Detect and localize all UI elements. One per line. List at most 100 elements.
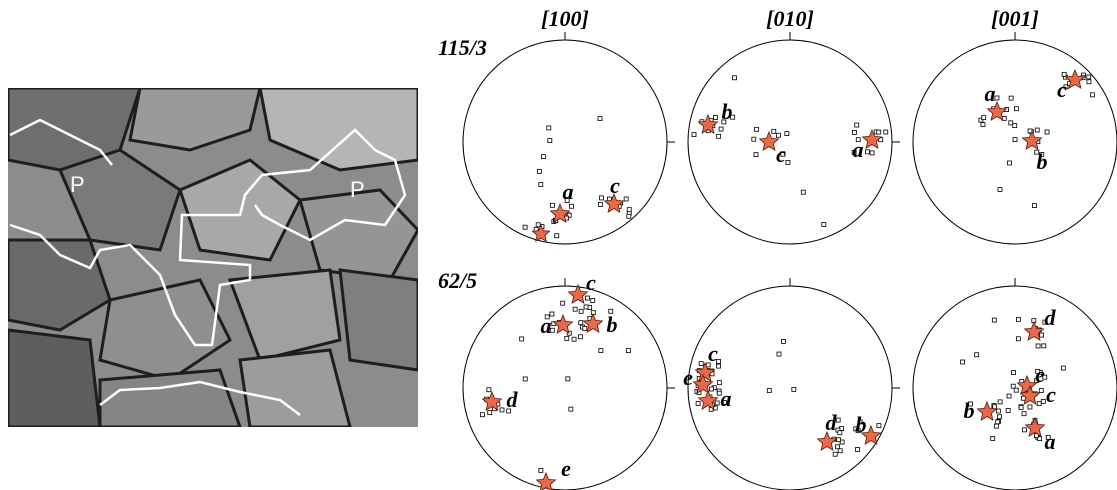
phase-label: P <box>350 177 365 202</box>
pole <box>767 389 771 393</box>
pole <box>1040 333 1044 337</box>
pole <box>733 76 737 80</box>
pole <box>710 387 714 391</box>
pole <box>838 431 842 435</box>
pole <box>523 377 527 381</box>
mean-orientation-star <box>483 392 502 410</box>
pole <box>1039 389 1043 393</box>
star-label: c <box>776 142 786 167</box>
pole <box>579 321 583 325</box>
pole <box>548 139 552 143</box>
pole <box>877 424 881 428</box>
pole <box>837 438 841 442</box>
pole <box>996 409 1000 413</box>
pole <box>1016 317 1020 321</box>
pole <box>488 411 492 415</box>
figure: P P [100][010][001]115/3acbcaacb62/5cabd… <box>0 0 1117 490</box>
star-label: d <box>826 410 838 435</box>
pole <box>624 197 628 201</box>
column-header: [010] <box>766 6 814 31</box>
pole <box>996 420 1000 424</box>
pole <box>569 407 573 411</box>
star-label: e <box>683 365 693 390</box>
pole <box>961 360 965 364</box>
pole <box>754 153 758 157</box>
pole <box>993 405 997 409</box>
pole <box>578 335 582 339</box>
pole <box>569 204 573 208</box>
pole <box>855 123 859 127</box>
pole <box>1022 412 1026 416</box>
pole <box>1041 399 1045 403</box>
pole <box>579 309 583 313</box>
pole <box>755 127 759 131</box>
pole <box>998 188 1002 192</box>
pole <box>838 449 842 453</box>
pole <box>772 129 776 133</box>
star-label: c <box>1046 382 1056 407</box>
pole <box>500 408 504 412</box>
star-label: a <box>853 137 864 162</box>
pole <box>975 353 979 357</box>
pole <box>1014 107 1018 111</box>
pole <box>537 169 541 173</box>
column-header: [100] <box>541 6 589 31</box>
pole <box>1036 344 1040 348</box>
pole <box>1061 366 1065 370</box>
star-label: a <box>1045 429 1056 454</box>
pole <box>599 349 603 353</box>
pole <box>752 137 756 141</box>
star-label: b <box>607 312 618 337</box>
star-label: c <box>586 270 596 295</box>
star-label: c <box>708 341 718 366</box>
pole <box>520 337 524 341</box>
pole <box>627 208 631 212</box>
micrograph: P P <box>8 88 418 427</box>
pole <box>994 424 998 428</box>
pole <box>547 126 551 130</box>
pole <box>1011 384 1015 388</box>
pole <box>777 352 781 356</box>
star-label: a <box>541 313 552 338</box>
pole <box>566 377 570 381</box>
pole <box>1007 394 1011 398</box>
star-label: d <box>1045 305 1057 330</box>
pole <box>781 339 785 343</box>
pole <box>1008 161 1012 165</box>
pole <box>565 336 569 340</box>
pole <box>822 222 826 226</box>
pole <box>992 318 996 322</box>
star-label: b <box>856 412 867 437</box>
pole <box>836 445 840 449</box>
column-header: [001] <box>991 6 1039 31</box>
pole <box>852 130 856 134</box>
pole <box>1042 344 1046 348</box>
pole <box>981 123 985 127</box>
pole <box>1062 72 1066 76</box>
pole <box>536 223 540 227</box>
pole <box>1012 371 1016 375</box>
pole <box>539 183 543 187</box>
star-label: d <box>507 387 519 412</box>
pole <box>627 214 631 218</box>
pole <box>801 190 805 194</box>
pole <box>982 116 986 120</box>
pole <box>487 388 491 392</box>
pole <box>699 362 703 366</box>
pole <box>539 468 543 472</box>
pole <box>584 305 588 309</box>
pole <box>550 203 554 207</box>
pole <box>719 127 723 131</box>
pole <box>1037 402 1041 406</box>
pole <box>997 415 1001 419</box>
mean-orientation-star <box>1023 131 1042 149</box>
pole <box>786 160 790 164</box>
pole <box>1009 96 1013 100</box>
star-label: b <box>722 99 733 124</box>
star-label: b <box>964 398 975 423</box>
pole <box>717 134 721 138</box>
pole <box>776 133 780 137</box>
pole <box>998 400 1002 404</box>
pole <box>1014 388 1018 392</box>
star-label: a <box>721 386 732 411</box>
